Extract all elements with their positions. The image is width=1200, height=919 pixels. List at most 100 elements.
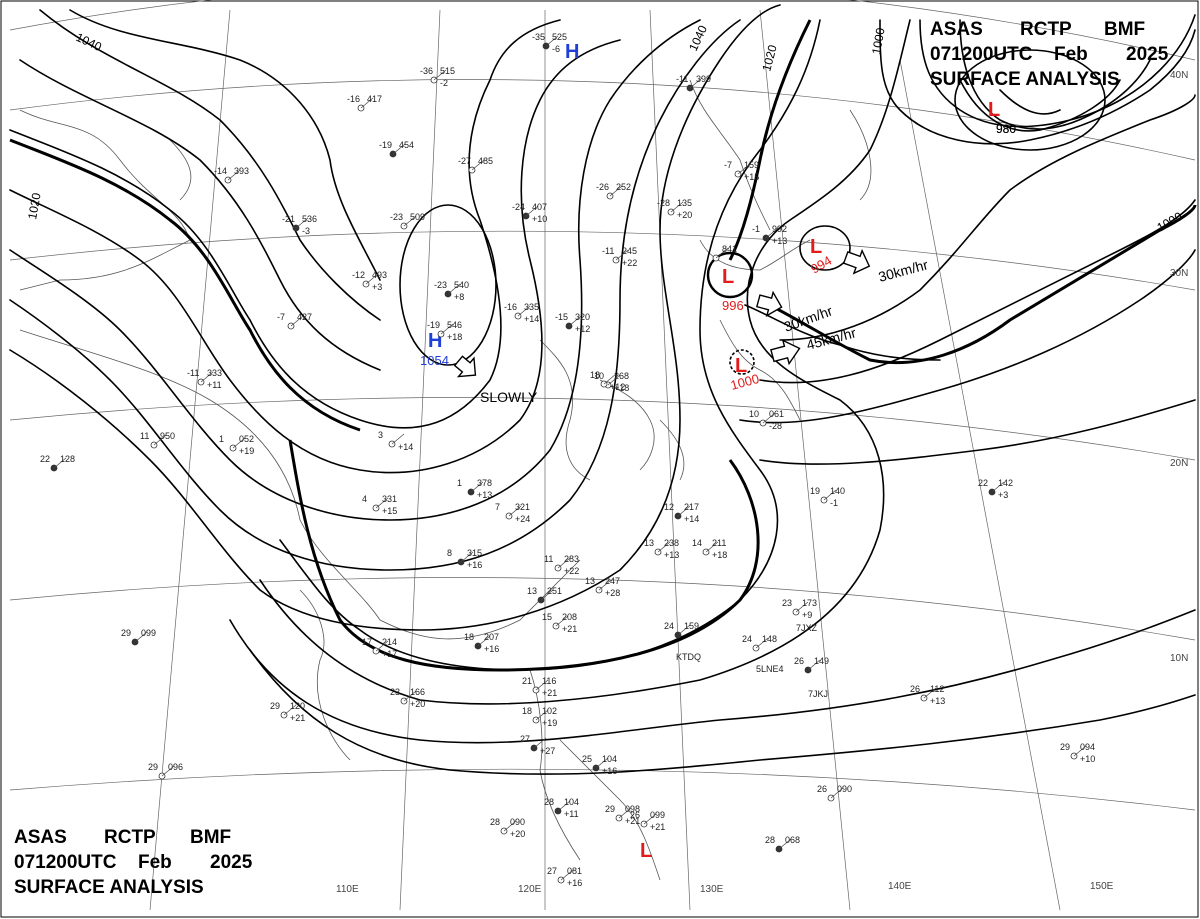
station-pressure: 149 [814, 656, 829, 666]
station-pressure: 098 [625, 804, 640, 814]
station-temperature: 28 [765, 835, 775, 845]
station-temperature: 1 [219, 434, 224, 444]
station-plot: 29 096 [148, 762, 183, 780]
wind-barb-icon [689, 77, 703, 89]
low-center-value: 1000 [729, 371, 761, 393]
station-temperature: -12 [352, 270, 365, 280]
wind-barb-icon [823, 489, 837, 501]
movement-arrow-icon [755, 290, 783, 318]
wind-barb-icon [535, 709, 549, 721]
movement-arrow-icon [453, 355, 477, 378]
low-center-marker: L [640, 840, 652, 862]
station-plot: 28 090 +20 [490, 817, 525, 839]
station-plot: -7 427 [277, 312, 312, 330]
station-temperature: 13 [644, 538, 654, 548]
wind-barb-icon [365, 273, 379, 285]
header-text: BMF [1104, 19, 1145, 40]
station-pressure: 099 [650, 810, 665, 820]
header-text: ASAS [14, 827, 67, 848]
station-pressure: 052 [239, 434, 254, 444]
station-pressure: 061 [769, 409, 784, 419]
station-temperature: 23 [782, 598, 792, 608]
wind-barb-icon [392, 143, 406, 155]
station-plot: -36 515 -2 [420, 66, 455, 88]
station-plot: -11 399 [676, 74, 711, 92]
station-temperature: 29 [1060, 742, 1070, 752]
station-tendency: -28 [769, 421, 782, 431]
station-temperature: 15 [542, 612, 552, 622]
station-pressure: 536 [302, 214, 317, 224]
station-temperature: 26 [817, 784, 827, 794]
wind-barb-icon [991, 481, 1005, 493]
station-plot: -21 536 -3 [282, 214, 317, 236]
wind-barb-icon [598, 579, 612, 591]
wind-barb-icon [440, 323, 454, 335]
lon-label: 130E [700, 884, 724, 895]
wind-barb-icon [555, 615, 569, 627]
station-tendency: +21 [650, 822, 665, 832]
station-tendency: +14 [524, 314, 539, 324]
station-pressure: 407 [532, 202, 547, 212]
station-plot: -11 333 +11 [187, 368, 222, 390]
station-pressure: 148 [762, 634, 777, 644]
wind-barb-icon [433, 69, 447, 81]
station-tendency: +3 [998, 490, 1008, 500]
station-temperature: 25 [582, 754, 592, 764]
wind-barb-icon [609, 185, 623, 197]
station-pressure: 268 [614, 371, 629, 381]
station-tendency: +27 [540, 746, 555, 756]
station-plot: 27 081 +16 [547, 866, 582, 888]
station-pressure: 321 [515, 502, 530, 512]
station-pressure: 331 [382, 494, 397, 504]
station-pressure: 493 [372, 270, 387, 280]
station-pressure: 399 [696, 74, 711, 84]
station-temperature: 17 [362, 637, 372, 647]
lon-labels: 110E 120E 130E 140E 150E [336, 881, 1114, 895]
header-bottom: ASAS RCTP BMF 071200UTC Feb 2025 SURFACE… [14, 827, 253, 898]
station-plot: 26 149 [794, 656, 829, 674]
station-tendency: +3 [372, 282, 382, 292]
header-text: 2025 [1126, 44, 1169, 65]
header-text: Feb [138, 852, 172, 873]
station-temperature: -23 [390, 212, 403, 222]
station-plot: 7 321 +24 [495, 502, 530, 524]
station-tendency: +16 [467, 560, 482, 570]
station-plot: 22 128 [40, 454, 75, 472]
station-plot: 14 211 +18 [692, 538, 727, 560]
station-pressure: 128 [60, 454, 75, 464]
station-temperature: 11 [544, 554, 553, 564]
wind-barb-icon [677, 505, 691, 517]
station-pressure: 238 [664, 538, 679, 548]
ship-callsign: 7JXZ [796, 623, 818, 633]
wind-barb-icon [295, 217, 309, 229]
high-center-marker: H [565, 41, 579, 63]
station-temperature: 27 [520, 734, 530, 744]
station-plot: -23 509 [390, 212, 425, 230]
station-pressure: 320 [575, 312, 590, 322]
station-temperature: 19 [810, 486, 820, 496]
station-temperature: 12 [664, 502, 674, 512]
wind-barb-icon [161, 765, 175, 777]
station-pressure: 068 [785, 835, 800, 845]
station-plot: 26 099 +21 [630, 810, 665, 832]
station-tendency: +22 [622, 258, 637, 268]
station-plot: -16 335 +14 [504, 302, 539, 324]
station-plot: -15 320 +12 [555, 312, 590, 334]
station-temperature: 24 [664, 621, 674, 631]
header-top: ASAS RCTP BMF 071200UTC Feb 2025 SURFACE… [930, 19, 1169, 90]
low-center-marker: L [988, 99, 1000, 121]
header-text: Feb [1054, 44, 1088, 65]
station-tendency: +20 [510, 829, 525, 839]
station-tendency: +24 [515, 514, 530, 524]
station-tendency: +18 [614, 383, 629, 393]
station-plot: -11 245 +22 [602, 246, 637, 268]
lon-label: 110E [336, 884, 359, 895]
station-plot: 21 116 +21 [522, 676, 557, 698]
station-plot: 15 208 +21 [542, 612, 577, 634]
station-temperature: -7 [724, 160, 732, 170]
station-temperature: 13 [585, 576, 595, 586]
station-temperature: 11 [140, 431, 149, 441]
isobar-label: 1000 [1155, 209, 1185, 235]
wind-barb-icon [391, 433, 405, 445]
station-temperature: 26 [794, 656, 804, 666]
